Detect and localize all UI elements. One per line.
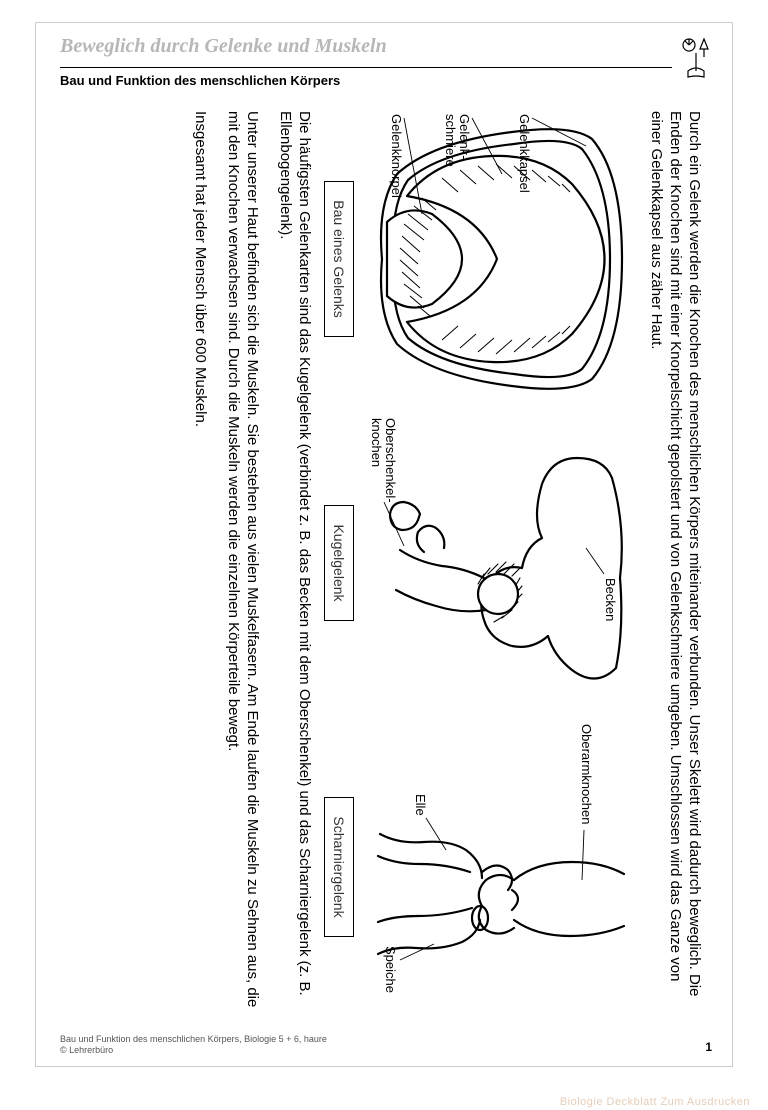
caption-hinge-joint: Scharniergelenk: [324, 797, 354, 936]
figure-row: Gelenkkapsel Gelenk- schmiere Gelenkknor…: [324, 107, 632, 1019]
paragraph-joint-types: Die häufigsten Gelenkarten sind das Kuge…: [276, 111, 314, 1015]
subheading: Bau und Funktion des menschlichen Körper…: [60, 73, 340, 88]
footer-line-1: Bau und Funktion des menschlichen Körper…: [60, 1034, 327, 1045]
figure-ball-joint: Becken Oberschenkel- knochen Kugelgelenk: [324, 418, 632, 708]
label-gelenkkapsel: Gelenkkapsel: [517, 114, 532, 193]
label-gelenkknorpel: Gelenkknorpel: [389, 114, 404, 198]
page-title: Beweglich durch Gelenke und Muskeln: [60, 35, 387, 58]
title-rule: [60, 67, 672, 68]
rotated-content: Durch ein Gelenk werden die Knochen des …: [60, 103, 710, 1023]
paragraph-muscles: Unter unserer Haut befinden sich die Mus…: [224, 111, 262, 1015]
rotated-content-area: Durch ein Gelenk werden die Knochen des …: [60, 103, 710, 1023]
footer-line-2: © Lehrerbüro: [60, 1045, 327, 1056]
label-oberschenkel-1: Oberschenkel-: [383, 418, 398, 503]
figure-joint-structure: Gelenkkapsel Gelenk- schmiere Gelenkknor…: [324, 114, 632, 404]
label-becken: Becken: [603, 578, 618, 621]
page-number: 1: [705, 1040, 712, 1054]
footer: Bau und Funktion des menschlichen Körper…: [60, 1034, 327, 1057]
intro-paragraph: Durch ein Gelenk werden die Knochen des …: [646, 111, 704, 1015]
label-speiche: Speiche: [383, 946, 398, 993]
label-elle: Elle: [413, 794, 428, 816]
label-gelenkschmiere-1: Gelenk-: [457, 114, 472, 160]
worksheet-page: Beweglich durch Gelenke und Muskeln Bau …: [35, 22, 733, 1067]
label-oberschenkel-2: knochen: [372, 418, 384, 467]
figure-hinge-joint: Oberarmknochen Elle Speiche Scharniergel…: [324, 722, 632, 1012]
paragraph-muscle-count: Insgesamt hat jeder Mensch über 600 Musk…: [191, 111, 210, 1015]
decoration-icon: [674, 31, 718, 79]
watermark: Biologie Deckblatt Zum Ausdrucken: [560, 1096, 750, 1108]
label-oberarmknochen: Oberarmknochen: [579, 724, 594, 824]
label-gelenkschmiere-2: schmiere: [443, 114, 458, 167]
caption-ball-joint: Kugelgelenk: [324, 505, 354, 620]
caption-joint-structure: Bau eines Gelenks: [324, 181, 354, 337]
